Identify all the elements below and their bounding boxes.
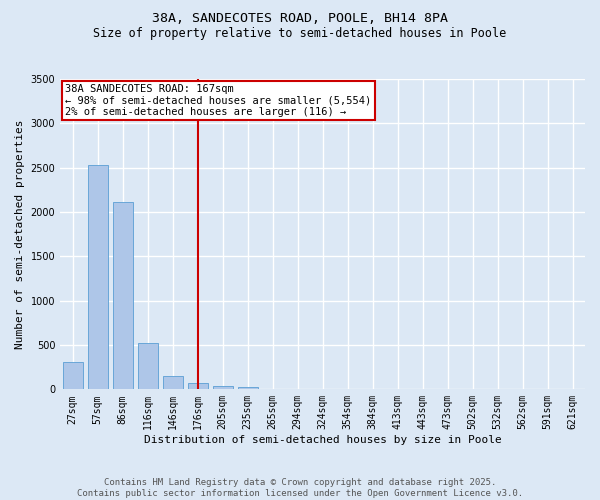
Text: Size of property relative to semi-detached houses in Poole: Size of property relative to semi-detach… — [94, 28, 506, 40]
Y-axis label: Number of semi-detached properties: Number of semi-detached properties — [15, 120, 25, 349]
Bar — [62, 362, 83, 390]
Text: Contains HM Land Registry data © Crown copyright and database right 2025.
Contai: Contains HM Land Registry data © Crown c… — [77, 478, 523, 498]
Bar — [238, 387, 257, 390]
Text: 38A SANDECOTES ROAD: 167sqm
← 98% of semi-detached houses are smaller (5,554)
2%: 38A SANDECOTES ROAD: 167sqm ← 98% of sem… — [65, 84, 371, 117]
Bar — [163, 376, 182, 390]
Bar — [137, 343, 158, 390]
Bar — [188, 383, 208, 390]
Bar — [88, 165, 107, 390]
Bar — [113, 202, 133, 390]
X-axis label: Distribution of semi-detached houses by size in Poole: Distribution of semi-detached houses by … — [144, 435, 502, 445]
Text: 38A, SANDECOTES ROAD, POOLE, BH14 8PA: 38A, SANDECOTES ROAD, POOLE, BH14 8PA — [152, 12, 448, 26]
Bar — [212, 386, 233, 390]
